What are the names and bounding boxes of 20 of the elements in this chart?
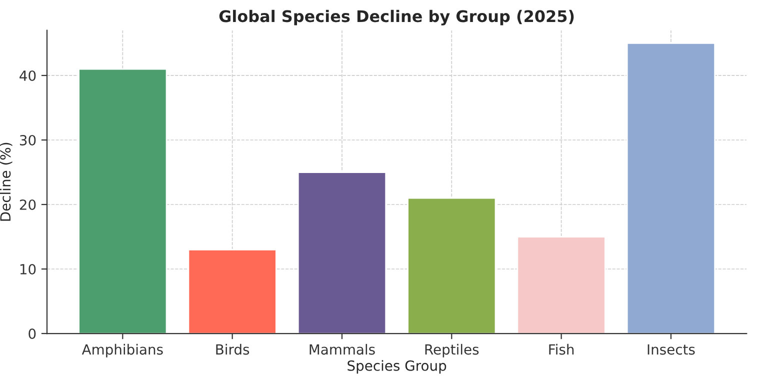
bar — [626, 42, 716, 334]
bar — [78, 68, 168, 334]
x-tick-label: Amphibians — [82, 344, 163, 358]
bar — [188, 248, 277, 334]
x-tick-label: Reptiles — [425, 344, 479, 358]
x-tick-label: Insects — [648, 344, 695, 355]
y-axis-title: Decline (%) — [0, 142, 12, 221]
bar — [516, 236, 606, 334]
y-tick-label: 0 — [28, 328, 36, 339]
x-tick-label: Mammals — [310, 344, 375, 355]
y-tick-label: 20 — [20, 199, 36, 210]
chart-title: Global Species Decline by Group (2025) — [219, 10, 574, 26]
bar — [297, 172, 387, 334]
y-tick-label: 30 — [20, 134, 36, 146]
bar — [407, 197, 496, 334]
y-tick-label: 10 — [20, 264, 36, 274]
x-tick-label: Fish — [549, 344, 574, 355]
y-tick-label: 40 — [20, 70, 36, 81]
x-tick-label: Birds — [216, 344, 250, 355]
x-axis-title: Species Group — [348, 360, 446, 374]
